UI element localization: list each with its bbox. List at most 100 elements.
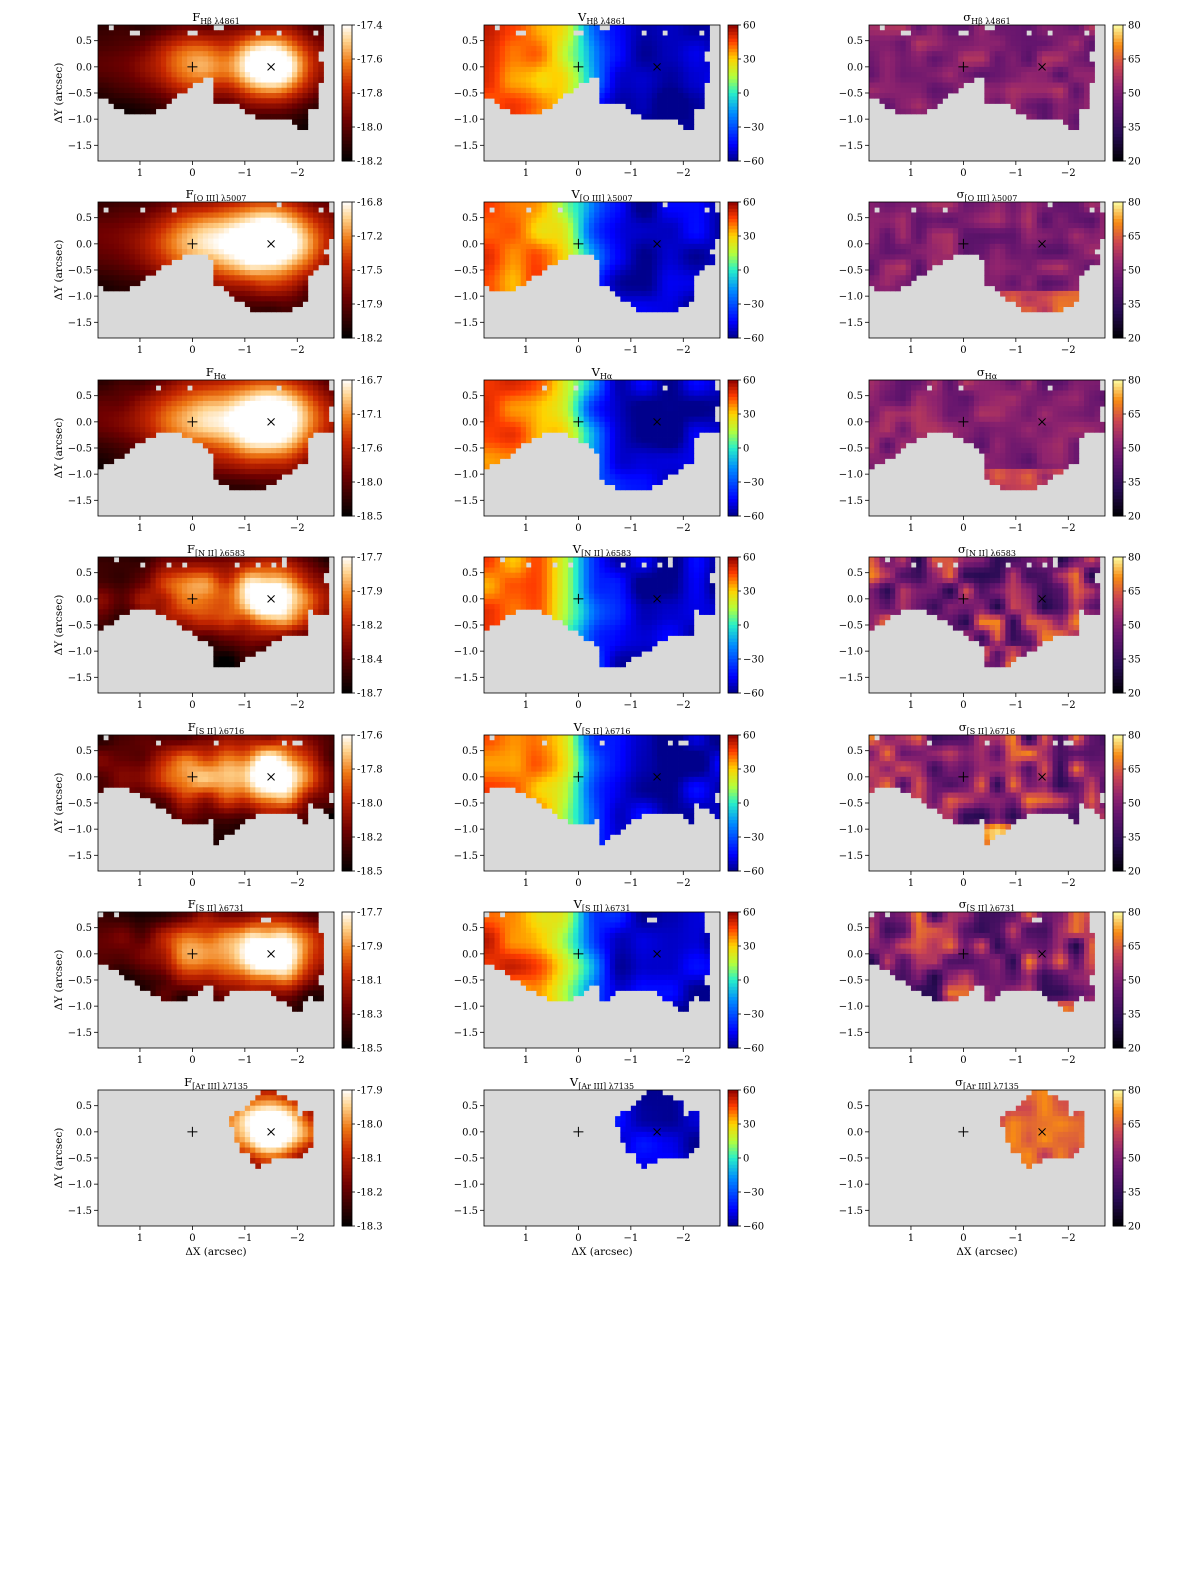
map-pixel bbox=[588, 72, 595, 78]
map-pixel bbox=[667, 87, 674, 94]
map-pixel bbox=[297, 25, 303, 31]
colorbar-segment bbox=[728, 123, 738, 128]
map-pixel bbox=[1010, 249, 1017, 255]
map-pixel bbox=[562, 72, 569, 78]
map-pixel bbox=[187, 207, 193, 213]
map-pixel bbox=[937, 56, 943, 63]
map-pixel bbox=[973, 25, 980, 31]
map-pixel bbox=[662, 233, 668, 240]
map-pixel bbox=[244, 45, 251, 52]
map-pixel bbox=[942, 30, 949, 36]
map-pixel bbox=[1068, 124, 1074, 131]
cross-marker bbox=[653, 239, 661, 248]
map-pixel bbox=[489, 249, 495, 255]
map-pixel bbox=[973, 212, 980, 219]
map-pixel bbox=[1078, 202, 1085, 208]
map-pixel bbox=[1052, 290, 1059, 297]
map-pixel bbox=[510, 45, 516, 52]
map-pixel bbox=[916, 77, 922, 83]
map-pixel bbox=[536, 249, 543, 255]
map-pixel bbox=[255, 217, 261, 224]
map-pixel bbox=[281, 212, 288, 219]
map-pixel bbox=[531, 82, 537, 89]
map-pixel bbox=[525, 35, 532, 42]
map-pixel bbox=[1057, 243, 1064, 250]
map-pixel bbox=[1078, 25, 1085, 31]
map-pixel bbox=[604, 98, 611, 104]
map-pixel bbox=[541, 259, 548, 266]
map-pixel bbox=[139, 264, 146, 271]
map-pixel bbox=[197, 222, 204, 229]
map-pixel bbox=[926, 228, 933, 234]
map-pixel bbox=[202, 238, 209, 245]
map-pixel bbox=[562, 87, 569, 94]
map-pixel bbox=[307, 259, 314, 266]
map-pixel bbox=[641, 264, 647, 271]
map-pixel bbox=[567, 243, 574, 250]
map-pixel bbox=[583, 228, 590, 234]
map-pixel bbox=[313, 249, 319, 255]
map-pixel bbox=[494, 249, 501, 255]
map-pixel bbox=[124, 400, 130, 407]
map-pixel bbox=[129, 82, 136, 89]
map-pixel bbox=[484, 66, 490, 73]
map-pixel bbox=[171, 238, 178, 245]
map-pixel bbox=[947, 30, 954, 36]
map-pixel bbox=[297, 124, 303, 131]
panel-title: F[O III] λ5007 bbox=[186, 187, 247, 203]
map-pixel bbox=[651, 270, 658, 276]
map-pixel bbox=[1094, 254, 1101, 260]
map-pixel bbox=[604, 77, 611, 83]
map-pixel bbox=[1000, 270, 1006, 276]
map-pixel bbox=[567, 249, 574, 255]
map-pixel bbox=[994, 72, 1001, 78]
map-pixel bbox=[905, 207, 912, 213]
map-pixel bbox=[510, 228, 516, 234]
map-pixel bbox=[171, 249, 178, 255]
map-pixel bbox=[973, 217, 980, 224]
map-pixel bbox=[662, 270, 668, 276]
map-pixel bbox=[1063, 301, 1069, 308]
map-pixel bbox=[286, 77, 293, 83]
map-pixel bbox=[229, 87, 235, 94]
panel-title-line: [O III] λ5007 bbox=[194, 194, 247, 203]
map-pixel bbox=[884, 98, 891, 104]
map-pixel bbox=[984, 72, 991, 78]
map-pixel bbox=[166, 30, 172, 36]
map-pixel bbox=[688, 202, 695, 208]
map-pixel bbox=[546, 212, 553, 219]
colorbar-segment bbox=[1113, 150, 1123, 155]
map-pixel bbox=[176, 61, 183, 68]
map-pixel bbox=[160, 390, 167, 397]
map-pixel bbox=[139, 25, 146, 31]
map-pixel bbox=[984, 228, 991, 234]
map-pixel bbox=[636, 61, 642, 68]
map-pixel bbox=[699, 249, 705, 255]
colorbar-segment bbox=[1113, 225, 1123, 230]
map-pixel bbox=[1063, 119, 1069, 125]
map-pixel bbox=[1057, 280, 1064, 287]
colorbar-segment bbox=[1113, 253, 1123, 257]
map-pixel bbox=[281, 202, 288, 208]
map-pixel bbox=[693, 30, 700, 36]
map-pixel bbox=[271, 290, 277, 297]
map-pixel bbox=[1015, 243, 1022, 250]
map-pixel bbox=[552, 249, 558, 255]
colorbar-segment bbox=[1113, 324, 1123, 329]
map-pixel bbox=[292, 108, 298, 115]
map-pixel bbox=[699, 233, 705, 240]
map-pixel bbox=[307, 61, 314, 68]
map-pixel bbox=[484, 61, 490, 68]
map-pixel bbox=[921, 243, 928, 250]
map-pixel bbox=[181, 77, 188, 83]
map-pixel bbox=[1021, 290, 1027, 297]
map-pixel bbox=[1068, 270, 1074, 276]
map-pixel bbox=[286, 233, 293, 240]
colorbar-segment bbox=[342, 120, 352, 125]
map-pixel bbox=[313, 243, 319, 250]
map-pixel bbox=[931, 40, 938, 47]
map-pixel bbox=[931, 103, 938, 110]
map-pixel bbox=[869, 275, 875, 281]
map-pixel bbox=[134, 385, 141, 391]
map-pixel bbox=[968, 66, 975, 73]
